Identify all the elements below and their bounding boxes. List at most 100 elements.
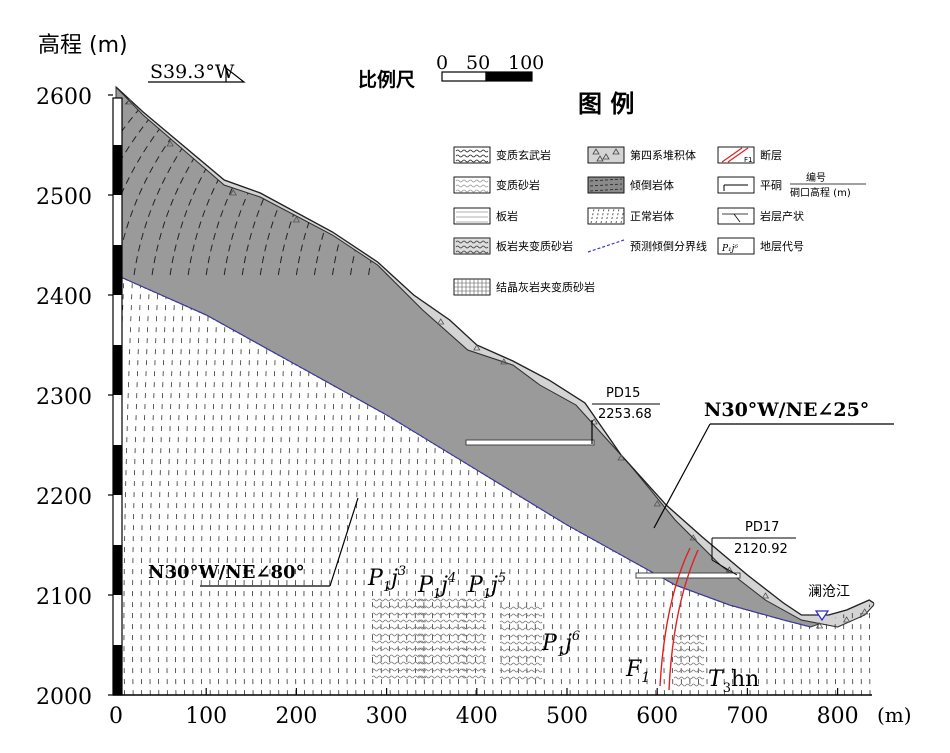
y-bar-segment bbox=[113, 145, 122, 195]
normal-dash-line bbox=[834, 275, 845, 695]
normal-dash-line bbox=[286, 275, 296, 695]
normal-dash-line bbox=[843, 275, 853, 695]
normal-dash-line bbox=[731, 275, 742, 695]
normal-dash-line bbox=[140, 275, 151, 695]
legend-label: 预测倾倒分界线 bbox=[630, 239, 707, 253]
normal-dash-line bbox=[517, 275, 528, 695]
normal-dash-line bbox=[406, 275, 416, 695]
legend-label: 岩层产状 bbox=[760, 209, 804, 223]
normal-dash-line bbox=[869, 275, 874, 695]
water-level-icon bbox=[814, 610, 830, 622]
quaternary-triangle bbox=[689, 534, 697, 541]
normal-dash-line bbox=[543, 275, 553, 695]
attitude-text: N30°W/NE∠80° bbox=[148, 562, 305, 583]
y-tick-label: 2400 bbox=[36, 285, 92, 310]
x-axis: 0 100 200 300 400 500 600 700 800 (m) bbox=[109, 688, 912, 729]
legend-title: 图 例 bbox=[578, 90, 634, 118]
normal-dash-line bbox=[526, 275, 536, 695]
normal-dash-line bbox=[714, 275, 725, 695]
normal-dash-line bbox=[474, 275, 485, 695]
stratum-blocks bbox=[371, 598, 705, 687]
legend-item: 板岩 bbox=[453, 207, 518, 225]
blue-dashed-icon bbox=[587, 238, 625, 254]
legend-fraction-top: 编号 bbox=[806, 171, 826, 184]
normal-dash-line bbox=[449, 275, 459, 695]
normal-dash-line bbox=[749, 275, 759, 695]
quaternary-triangle bbox=[125, 98, 134, 105]
normal-dash-line bbox=[260, 275, 271, 695]
x-tick-label: 700 bbox=[726, 704, 768, 729]
fault-f1: F1 bbox=[625, 547, 699, 691]
normal-dash-line bbox=[183, 275, 193, 695]
normal-dash-line bbox=[757, 275, 768, 695]
normal-dash-line bbox=[157, 275, 168, 695]
quaternary-triangle bbox=[653, 500, 661, 507]
red-fault-icon: F1 bbox=[717, 146, 755, 164]
toppled-dash-line bbox=[133, 94, 225, 276]
toppled-dash-line bbox=[837, 94, 874, 276]
adit-icon bbox=[717, 176, 755, 194]
normal-dash-line bbox=[123, 275, 133, 695]
x-tick-label: 0 bbox=[109, 704, 123, 729]
legend-fraction-bottom: 硐口高程 (m) bbox=[790, 186, 851, 199]
normal-dash-line bbox=[440, 275, 451, 695]
normal-dash-line bbox=[174, 275, 185, 695]
toppled-dash-line bbox=[350, 94, 441, 276]
stratum-hatch-block bbox=[371, 598, 427, 679]
normal-dash-line bbox=[200, 275, 211, 695]
legend-label: 第四系堆积体 bbox=[630, 148, 696, 162]
adit-pd15: PD15 2253.68 bbox=[465, 386, 660, 446]
toppled-dash-line bbox=[187, 94, 279, 276]
stratum-hatch-block bbox=[499, 606, 543, 680]
normal-dash-line bbox=[457, 275, 468, 695]
attitude-lower: N30°W/NE∠80° bbox=[148, 497, 359, 587]
normal-dash-line bbox=[132, 275, 142, 695]
normal-dash-line bbox=[303, 275, 313, 695]
legend-item: P₁j⁶ 地层代号 bbox=[717, 237, 804, 255]
quaternary-triangle bbox=[842, 616, 851, 623]
direction-arrow-icon bbox=[148, 66, 246, 83]
x-axis-unit: (m) bbox=[877, 703, 912, 727]
normal-dash-line bbox=[389, 275, 399, 695]
normal-dash-line bbox=[878, 275, 887, 695]
legend-label: 结晶灰岩夹变质砂岩 bbox=[496, 280, 595, 294]
x-tick-label: 500 bbox=[546, 704, 588, 729]
legend-label: 平硐 bbox=[760, 179, 782, 192]
normal-dash-line bbox=[483, 275, 493, 695]
legend-item: 岩层产状 bbox=[717, 207, 804, 225]
toppled-dash-line bbox=[368, 94, 459, 276]
normal-dash-line bbox=[397, 275, 408, 695]
normal-dash-line bbox=[209, 275, 219, 695]
y-tick-label: 2200 bbox=[36, 485, 92, 510]
normal-dash-line bbox=[466, 275, 476, 695]
normal-dash-line bbox=[826, 275, 836, 695]
wavy-lines-icon bbox=[453, 146, 491, 164]
normal-rock-dash-pattern bbox=[116, 275, 887, 695]
attitude-upper: N30°W/NE∠25° bbox=[653, 399, 894, 529]
normal-dash-line bbox=[689, 275, 699, 695]
normal-dash-line bbox=[372, 275, 382, 695]
quaternary-triangle bbox=[617, 454, 625, 461]
normal-dash-line bbox=[217, 275, 228, 695]
adit-elevation: 2253.68 bbox=[598, 407, 652, 422]
toppled-dash-line bbox=[819, 94, 874, 276]
attitude-text: N30°W/NE∠25° bbox=[704, 399, 869, 421]
normal-dash-line bbox=[243, 275, 253, 695]
normal-dash-line bbox=[234, 275, 245, 695]
normal-dash-line bbox=[809, 275, 819, 695]
normal-dash-line bbox=[740, 275, 750, 695]
x-tick-label: 200 bbox=[275, 704, 317, 729]
normal-dash-line bbox=[697, 275, 708, 695]
stratum-label-p1j3: P1j3 bbox=[367, 564, 406, 595]
legend-item: 预测倾倒分界线 bbox=[587, 238, 707, 254]
quaternary-triangle bbox=[761, 592, 770, 599]
normal-dash-line bbox=[774, 275, 785, 695]
y-axis-label: 高程 (m) bbox=[38, 33, 128, 58]
x-tick-label: 100 bbox=[185, 704, 227, 729]
legend-item: 正常岩体 bbox=[587, 207, 674, 225]
y-tick-label: 2100 bbox=[36, 585, 92, 610]
stratum-hatch-block bbox=[673, 634, 705, 687]
normal-dash-line bbox=[414, 275, 425, 695]
